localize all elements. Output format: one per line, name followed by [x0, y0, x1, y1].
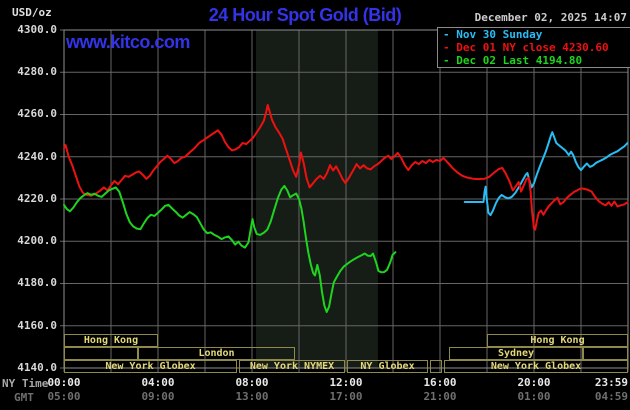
ny-time-axis-label: NY Time — [2, 377, 49, 390]
session-hongkong-right: Hong Kong — [487, 334, 628, 347]
session-empty-box — [64, 347, 138, 360]
x-tick-ny-0000: 00:00 — [47, 376, 81, 389]
x-tick-ny-1600: 16:00 — [423, 376, 457, 389]
legend-label: Dec 01 NY close 4230.60 — [456, 41, 609, 54]
legend-box: - Nov 30 Sunday - Dec 01 NY close 4230.6… — [437, 27, 630, 68]
session-empty-box — [430, 360, 442, 373]
y-tick-4300: 4300.0 — [17, 23, 57, 36]
legend-dash-icon: - — [443, 41, 450, 54]
x-tick-gmt-0500: 05:00 — [47, 390, 81, 403]
legend-label: Dec 02 Last 4194.80 — [456, 54, 583, 67]
legend-entry-nov30: - Nov 30 Sunday — [443, 28, 630, 41]
session-ny-nymex: New York NYMEX — [239, 360, 345, 373]
y-tick-4160: 4160.0 — [17, 319, 57, 332]
x-tick-ny-2359: 23:59 — [594, 376, 628, 389]
y-tick-4220: 4220.0 — [17, 192, 57, 205]
x-tick-ny-0400: 04:00 — [141, 376, 175, 389]
session-ny-globex-3: New York Globex — [444, 360, 628, 373]
y-tick-4260: 4260.0 — [17, 107, 57, 120]
x-tick-gmt-2100: 21:00 — [423, 390, 457, 403]
session-empty-box — [583, 347, 628, 360]
x-tick-gmt-1700: 17:00 — [329, 390, 363, 403]
plot-border — [63, 29, 629, 369]
y-tick-4140: 4140.0 — [17, 361, 57, 374]
x-tick-gmt-0459: 04:59 — [594, 390, 628, 403]
legend-dash-icon: - — [443, 28, 450, 41]
legend-entry-dec02: - Dec 02 Last 4194.80 — [443, 54, 630, 67]
y-tick-4280: 4280.0 — [17, 65, 57, 78]
session-ny-globex-1: New York Globex — [64, 360, 237, 373]
legend-entry-dec01: - Dec 01 NY close 4230.60 — [443, 41, 630, 54]
legend-dash-icon: - — [443, 54, 450, 67]
x-tick-gmt-0900: 09:00 — [141, 390, 175, 403]
x-tick-ny-2000: 20:00 — [517, 376, 551, 389]
kitco-link[interactable]: www.kitco.com — [66, 32, 190, 52]
series-nov-30-sunday — [463, 131, 629, 217]
series-dec-02-last-4194-80 — [63, 184, 397, 313]
y-tick-4240: 4240.0 — [17, 150, 57, 163]
x-tick-gmt-0100: 01:00 — [517, 390, 551, 403]
x-tick-ny-0800: 08:00 — [235, 376, 269, 389]
unit-label: USD/oz — [12, 6, 52, 19]
gmt-axis-label: GMT — [14, 391, 34, 404]
datetime-label: December 02, 2025 14:07 — [474, 11, 627, 24]
y-tick-4180: 4180.0 — [17, 276, 57, 289]
y-tick-4200: 4200.0 — [17, 234, 57, 247]
session-london: London — [138, 347, 295, 360]
x-tick-ny-1200: 12:00 — [329, 376, 363, 389]
x-tick-gmt-1300: 13:00 — [235, 390, 269, 403]
session-hongkong-left: Hong Kong — [64, 334, 158, 347]
legend-label: Nov 30 Sunday — [456, 28, 543, 41]
series-dec-01-ny-close-4230-60 — [63, 104, 629, 231]
session-sydney: Sydney — [449, 347, 583, 360]
chart-title: 24 Hour Spot Gold (Bid) — [208, 5, 402, 25]
session-ny-globex-2: NY Globex — [347, 360, 428, 373]
